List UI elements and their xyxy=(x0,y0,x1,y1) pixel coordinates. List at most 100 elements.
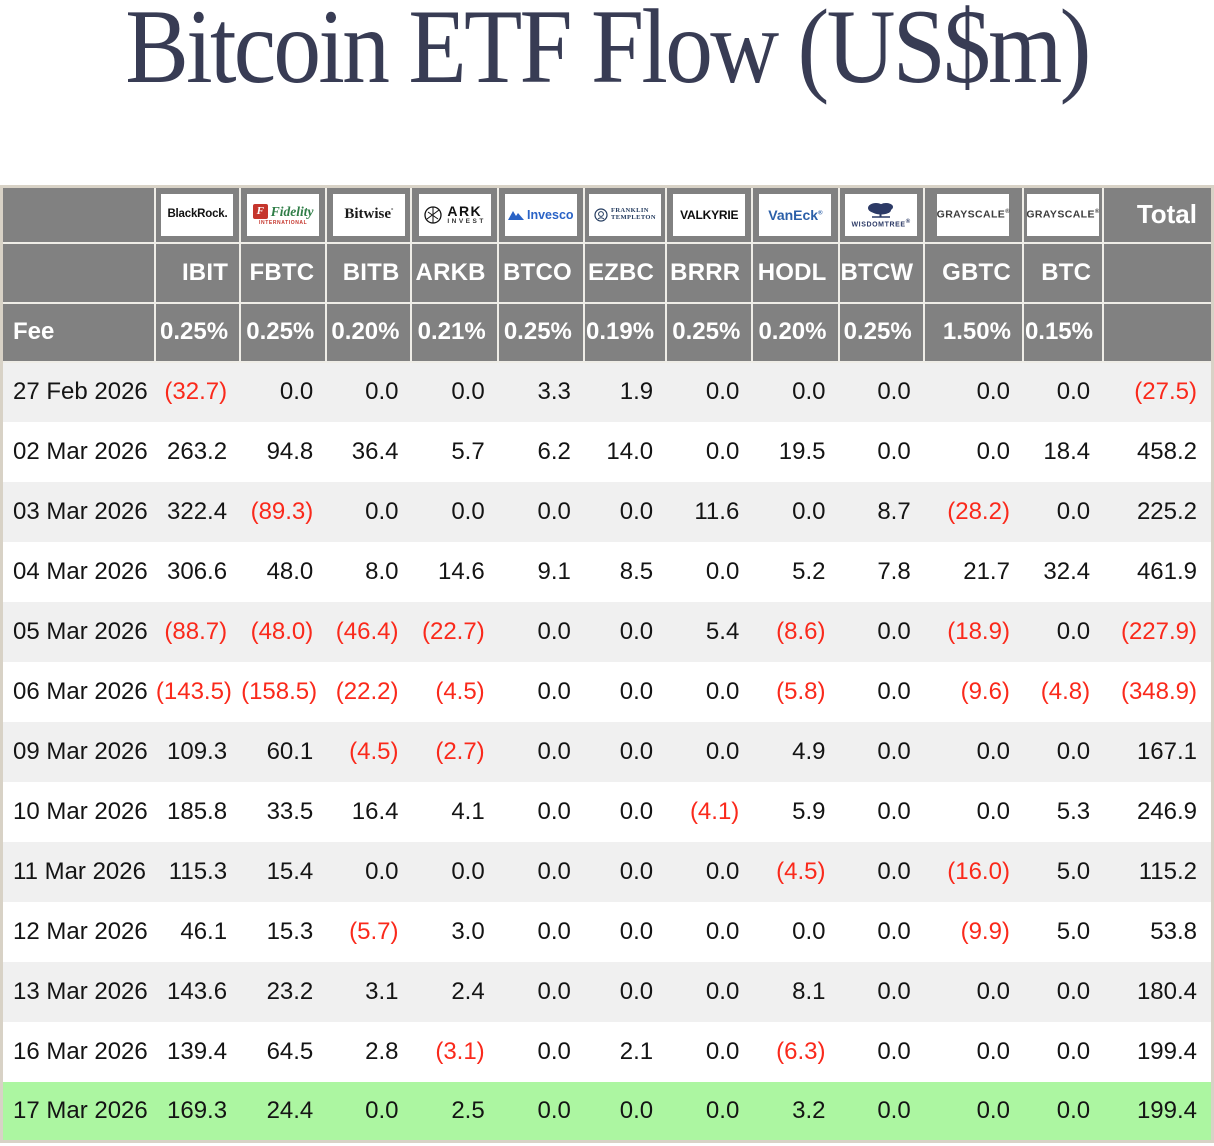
flow-cell-btcw: 0.0 xyxy=(877,917,911,945)
flow-cell-hodl: 0.0 xyxy=(792,917,826,945)
flow-cell-fbtc: 33.5 xyxy=(266,797,314,825)
total-cell: 180.4 xyxy=(1103,961,1213,1022)
flow-cell-brrr: 0.0 xyxy=(666,361,753,422)
flow-cell-hodl: 3.2 xyxy=(752,1081,839,1142)
flow-cell-ibit: 143.6 xyxy=(154,961,241,1022)
flow-cell-btc: 5.3 xyxy=(1056,797,1091,825)
fee-cell-brrr: 0.25% xyxy=(665,301,754,363)
valkyrie-logo: VALKYRIE xyxy=(673,193,746,236)
ticker-header-gbtc: GBTC xyxy=(922,241,1024,304)
flow-cell-hodl: 0.0 xyxy=(752,481,839,542)
franklin-label: FRANKLIN xyxy=(610,207,649,215)
provider-logo-cell-bitb: Bitwise° xyxy=(325,185,413,244)
flow-cell-bitb: 0.0 xyxy=(326,481,412,542)
vaneck-wordmark: VanEck® xyxy=(768,206,823,223)
vaneck-logo: VanEck® xyxy=(759,193,832,236)
total-cell: 246.9 xyxy=(1136,797,1197,825)
date-cell: 04 Mar 2026 xyxy=(13,557,148,585)
flow-cell-btc: 0.0 xyxy=(1022,601,1104,662)
flow-cell-arkb: 5.7 xyxy=(451,437,485,465)
flow-cell-arkb: (22.7) xyxy=(411,601,498,662)
page-title: Bitcoin ETF Flow (US$m) xyxy=(125,0,1091,105)
flow-cell-btcw: 0.0 xyxy=(838,721,924,782)
flow-cell-bitb: 16.4 xyxy=(351,797,399,825)
flow-cell-btcw: 0.0 xyxy=(838,1081,924,1142)
flow-cell-btco: 0.0 xyxy=(497,841,584,902)
flow-cell-ezbc: 0.0 xyxy=(583,721,667,782)
fee-row-label: Fee xyxy=(0,301,156,363)
templeton-label: TEMPLETON xyxy=(610,213,656,221)
flow-cell-btc: 0.0 xyxy=(1022,481,1104,542)
flow-cell-ezbc: 0.0 xyxy=(619,677,654,705)
fidelity-f-icon: F xyxy=(252,203,268,219)
flow-cell-bitb: (22.2) xyxy=(335,677,399,705)
date-cell: 17 Mar 2026 xyxy=(1,1081,155,1142)
total-cell: 199.4 xyxy=(1136,1037,1197,1065)
ark-invest-label: INVEST xyxy=(447,218,486,225)
flow-cell-gbtc: 21.7 xyxy=(963,557,1010,585)
flow-row-11-mar-2026: 11 Mar 2026 115.3 15.4 0.0 0.0 0.0 0.0 0.0 (4.5)… xyxy=(1,841,1213,902)
flow-cell-btc: 0.0 xyxy=(1056,1037,1091,1065)
date-cell: 12 Mar 2026 xyxy=(13,917,148,945)
blackrock-logo: BlackRock. xyxy=(161,193,234,236)
flow-cell-btc: 5.0 xyxy=(1056,917,1091,945)
flow-cell-btc: 0.0 xyxy=(1022,721,1104,782)
flow-row-02-mar-2026: 02 Mar 2026 263.2 94.8 36.4 5.7 6.2 14.0 0.0 19.… xyxy=(2,422,1213,482)
etf-flow-table: BlackRock. F Fidelity INTERNATIONAL Bitwise°… xyxy=(0,185,1214,1143)
date-cell: 11 Mar 2026 xyxy=(1,841,155,902)
flow-cell-brrr: 0.0 xyxy=(705,437,740,465)
flow-cell-gbtc: 0.0 xyxy=(923,1081,1023,1142)
flow-row-03-mar-2026: 03 Mar 2026 322.4 (89.3) 0.0 0.0 0.0 0.0 11.6 0.… xyxy=(1,481,1213,542)
ticker-row-empty-cell xyxy=(0,241,156,304)
blackrock-wordmark: BlackRock. xyxy=(167,208,228,220)
flow-cell-btc: (4.8) xyxy=(1040,677,1091,705)
date-cell: 06 Mar 2026 xyxy=(13,677,148,705)
flow-cell-arkb: (2.7) xyxy=(411,721,498,782)
fee-cell-btco: 0.25% xyxy=(496,301,585,363)
flow-cell-bitb: 2.8 xyxy=(365,1037,399,1065)
flow-cell-gbtc: 0.0 xyxy=(976,437,1010,465)
flow-cell-btco: 0.0 xyxy=(537,797,571,825)
bitwise-wordmark: Bitwise° xyxy=(344,206,394,223)
flow-cell-ibit: 109.3 xyxy=(154,721,241,782)
flow-cell-ezbc: 0.0 xyxy=(619,797,654,825)
flow-row-04-mar-2026: 04 Mar 2026 306.6 48.0 8.0 14.6 9.1 8.5 0.0 5.2 7… xyxy=(2,542,1213,602)
flow-cell-ibit: 306.6 xyxy=(167,557,228,585)
flow-cell-bitb: 8.0 xyxy=(365,557,399,585)
flow-cell-fbtc: 23.2 xyxy=(240,961,327,1022)
ticker-header-hodl: HODL xyxy=(751,241,840,304)
provider-logo-cell-btc: GRAYSCALE® xyxy=(1021,185,1105,244)
flow-cell-hodl: 0.0 xyxy=(752,361,839,422)
flow-cell-btc: 32.4 xyxy=(1043,557,1091,585)
total-cell: 199.4 xyxy=(1103,1081,1213,1142)
flow-cell-btco: 6.2 xyxy=(537,437,571,465)
grayscale-wordmark: GRAYSCALE® xyxy=(936,208,1011,221)
flow-cell-gbtc: 0.0 xyxy=(976,1037,1010,1065)
valkyrie-wordmark: VALKYRIE xyxy=(680,207,739,222)
flow-cell-ezbc: 0.0 xyxy=(583,961,667,1022)
flow-cell-ibit: 169.3 xyxy=(154,1081,241,1142)
flow-cell-btcw: 0.0 xyxy=(838,841,924,902)
flow-cell-gbtc: 0.0 xyxy=(976,797,1010,825)
fee-cell-hodl: 0.20% xyxy=(751,301,840,363)
flow-cell-ezbc: 14.0 xyxy=(606,437,654,465)
flow-cell-brrr: 0.0 xyxy=(666,961,753,1022)
flow-cell-hodl: 19.5 xyxy=(778,437,826,465)
fidelity-wordmark: Fidelity xyxy=(270,203,314,219)
date-cell: 10 Mar 2026 xyxy=(13,797,148,825)
flow-row-16-mar-2026: 16 Mar 2026 139.4 64.5 2.8 (3.1) 0.0 2.1 0.0 (6.… xyxy=(2,1022,1213,1082)
flow-cell-fbtc: 15.4 xyxy=(240,841,327,902)
ark-logo: ARK INVEST xyxy=(418,193,491,236)
ticker-row-total-empty-cell xyxy=(1102,241,1214,304)
flow-cell-btc: 18.4 xyxy=(1043,437,1091,465)
total-cell: (27.5) xyxy=(1103,361,1213,422)
fee-cell-fbtc: 0.25% xyxy=(239,301,328,363)
flow-cell-bitb: (4.5) xyxy=(326,721,412,782)
corner-empty-cell xyxy=(0,185,156,244)
flow-cell-btco: 0.0 xyxy=(497,481,584,542)
flow-cell-ibit: (143.5) xyxy=(155,677,232,705)
flow-row-06-mar-2026: 06 Mar 2026 (143.5) (158.5) (22.2) (4.5) 0.0 0… xyxy=(2,662,1213,722)
grayscale-logo: GRAYSCALE® xyxy=(936,193,1011,236)
date-cell: 02 Mar 2026 xyxy=(13,437,148,465)
flow-cell-fbtc: 60.1 xyxy=(240,721,327,782)
